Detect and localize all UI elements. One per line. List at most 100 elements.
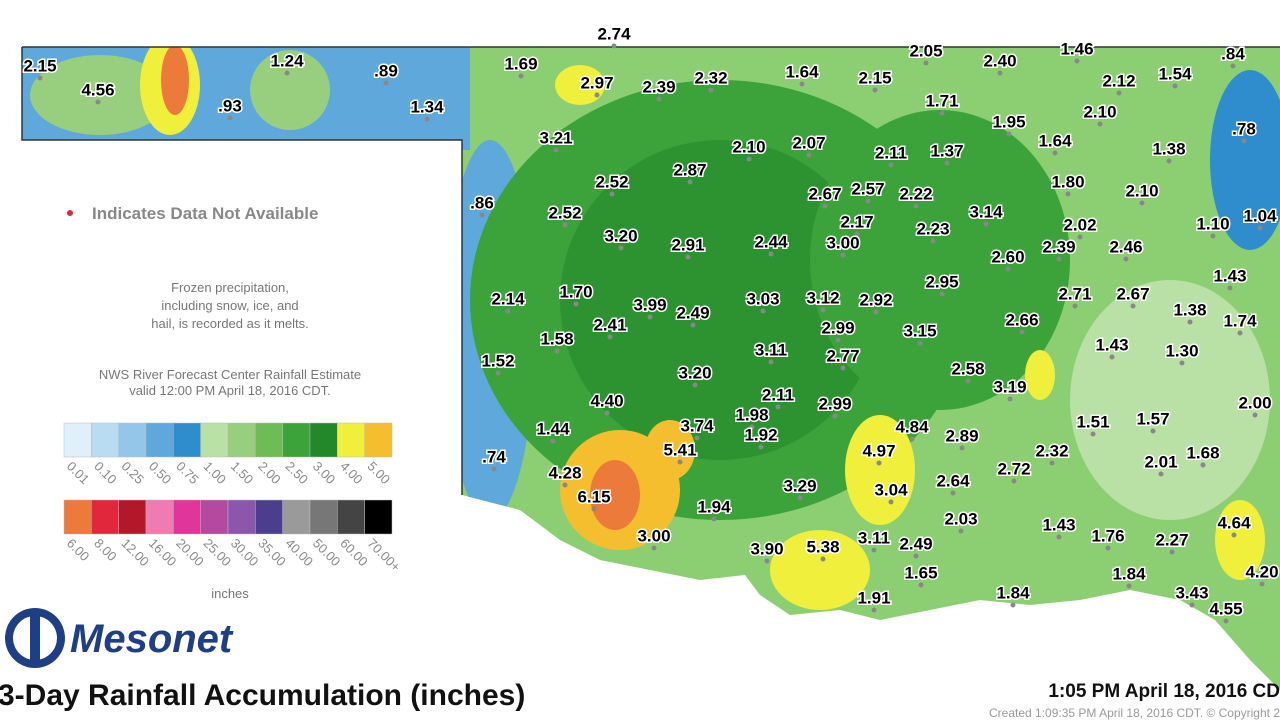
station-dot bbox=[1237, 330, 1243, 336]
station-dot bbox=[909, 436, 915, 442]
station-dot bbox=[594, 92, 600, 98]
logo-text: Mesonet bbox=[70, 617, 234, 661]
station-dot bbox=[1105, 545, 1111, 551]
legend-swatch bbox=[309, 499, 338, 535]
legend-label: 5.00 bbox=[365, 459, 394, 488]
station-value: 2.02 bbox=[1063, 215, 1096, 234]
station-dot bbox=[647, 314, 653, 320]
station-value: 2.49 bbox=[676, 303, 709, 322]
station-value: 3.90 bbox=[750, 539, 783, 558]
legend-label: 0.25 bbox=[119, 459, 148, 488]
station-value: 3.20 bbox=[678, 363, 711, 382]
station-value: 1.43 bbox=[1042, 515, 1075, 534]
station-value: 3.19 bbox=[993, 377, 1026, 396]
station-value: 3.00 bbox=[826, 233, 859, 252]
station-dot bbox=[799, 81, 805, 87]
station-value: 2.05 bbox=[909, 41, 942, 60]
legend-unit: inches bbox=[211, 586, 249, 601]
legend-label: 0.50 bbox=[146, 459, 175, 488]
legend-label: 1.00 bbox=[201, 459, 230, 488]
station-value: 2.74 bbox=[597, 24, 631, 43]
station-dot bbox=[37, 75, 43, 81]
station-dot bbox=[840, 252, 846, 258]
station-value: .84 bbox=[1221, 44, 1245, 63]
station-value: 1.84 bbox=[996, 583, 1030, 602]
station-dot bbox=[1200, 462, 1206, 468]
stations: 2.15 4.56 .93 1.24 .89 1.34 1.69 2.74 2.97 2.39 2.… bbox=[22, 23, 1280, 624]
legend-swatch bbox=[91, 499, 119, 535]
station-value: 1.76 bbox=[1091, 526, 1124, 545]
station-dot bbox=[764, 558, 770, 564]
station-value: 1.38 bbox=[1152, 139, 1185, 158]
station-dot bbox=[1179, 360, 1185, 366]
station-dot bbox=[1052, 150, 1058, 156]
station-dot bbox=[983, 221, 989, 227]
station-dot bbox=[607, 334, 613, 340]
station-dot bbox=[1187, 319, 1193, 325]
station-value: 2.07 bbox=[792, 133, 825, 152]
station-dot bbox=[958, 528, 964, 534]
legend-label: 8.00 bbox=[91, 536, 120, 565]
station-dot bbox=[1077, 234, 1083, 240]
station-value: 4.40 bbox=[590, 391, 623, 410]
station-dot bbox=[685, 254, 691, 260]
station-value: 1.44 bbox=[536, 419, 570, 438]
station-dot bbox=[775, 404, 781, 410]
station-value: 2.72 bbox=[997, 459, 1030, 478]
station-dot bbox=[573, 301, 579, 307]
legend-swatch bbox=[337, 499, 365, 535]
station-value: 3.03 bbox=[746, 289, 779, 308]
legend-swatch bbox=[282, 422, 311, 458]
legend-swatch bbox=[173, 422, 201, 458]
station-value: 2.52 bbox=[548, 203, 581, 222]
station-dot bbox=[1210, 233, 1216, 239]
frozen-note: Frozen precipitation, bbox=[171, 280, 289, 295]
station-dot bbox=[1172, 83, 1178, 89]
station-dot bbox=[758, 444, 764, 450]
legend-label: 40.00 bbox=[283, 536, 317, 570]
legend-swatch bbox=[145, 422, 174, 458]
station-dot bbox=[550, 438, 556, 444]
station-value: 1.24 bbox=[270, 51, 304, 70]
station-dot bbox=[1074, 58, 1080, 64]
legend-label: 30.00 bbox=[228, 536, 262, 570]
legend-swatch bbox=[118, 422, 147, 458]
legend-label: 0.10 bbox=[91, 459, 120, 488]
station-dot bbox=[913, 203, 919, 209]
station-dot bbox=[1158, 471, 1164, 477]
station-value: 2.00 bbox=[1238, 393, 1271, 412]
legend-swatch bbox=[200, 422, 229, 458]
station-dot bbox=[591, 506, 597, 512]
station-dot bbox=[690, 322, 696, 328]
station-value: 1.65 bbox=[904, 563, 937, 582]
station-value: 3.11 bbox=[755, 340, 787, 359]
station-dot bbox=[1007, 396, 1013, 402]
legend-label: 2.00 bbox=[255, 459, 284, 488]
station-value: 2.15 bbox=[23, 56, 56, 75]
station-dot bbox=[888, 499, 894, 505]
station-value: 1.54 bbox=[1158, 64, 1192, 83]
station-dot bbox=[1097, 121, 1103, 127]
station-dot bbox=[227, 115, 233, 121]
legend-swatch bbox=[118, 499, 147, 535]
station-dot bbox=[518, 73, 524, 79]
station-value: 3.20 bbox=[604, 226, 637, 245]
station-dot bbox=[708, 87, 714, 93]
station-value: 2.11 bbox=[762, 385, 794, 404]
station-dot bbox=[1049, 460, 1055, 466]
station-dot bbox=[832, 413, 838, 419]
station-value: 1.84 bbox=[1112, 564, 1146, 583]
station-value: 3.21 bbox=[539, 128, 572, 147]
station-value: 1.04 bbox=[1243, 206, 1277, 225]
station-dot bbox=[284, 70, 290, 76]
station-dot bbox=[939, 110, 945, 116]
station-dot bbox=[479, 212, 485, 218]
station-dot bbox=[746, 156, 752, 162]
station-value: .93 bbox=[218, 96, 242, 115]
legend-swatch bbox=[364, 422, 393, 458]
state-border bbox=[21, 46, 1280, 495]
station-value: 2.66 bbox=[1005, 310, 1038, 329]
station-dot bbox=[749, 424, 755, 430]
station-value: 3.74 bbox=[680, 416, 714, 435]
